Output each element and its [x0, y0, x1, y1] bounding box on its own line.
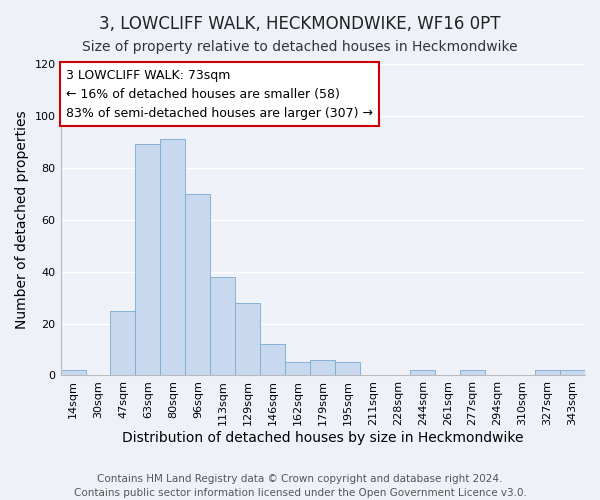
Bar [535, 370, 560, 376]
Bar [410, 370, 435, 376]
Bar [560, 370, 585, 376]
Bar [260, 344, 286, 376]
Text: Contains HM Land Registry data © Crown copyright and database right 2024.
Contai: Contains HM Land Registry data © Crown c… [74, 474, 526, 498]
Text: 3 LOWCLIFF WALK: 73sqm
← 16% of detached houses are smaller (58)
83% of semi-det: 3 LOWCLIFF WALK: 73sqm ← 16% of detached… [66, 68, 373, 120]
Text: 3, LOWCLIFF WALK, HECKMONDWIKE, WF16 0PT: 3, LOWCLIFF WALK, HECKMONDWIKE, WF16 0PT [99, 15, 501, 33]
Bar [185, 194, 211, 376]
Bar [460, 370, 485, 376]
Bar [235, 303, 260, 376]
Bar [335, 362, 360, 376]
Y-axis label: Number of detached properties: Number of detached properties [15, 110, 29, 329]
Bar [61, 370, 86, 376]
X-axis label: Distribution of detached houses by size in Heckmondwike: Distribution of detached houses by size … [122, 431, 524, 445]
Bar [211, 277, 235, 376]
Bar [160, 140, 185, 376]
Text: Size of property relative to detached houses in Heckmondwike: Size of property relative to detached ho… [82, 40, 518, 54]
Bar [136, 144, 160, 376]
Bar [310, 360, 335, 376]
Bar [110, 310, 136, 376]
Bar [286, 362, 310, 376]
